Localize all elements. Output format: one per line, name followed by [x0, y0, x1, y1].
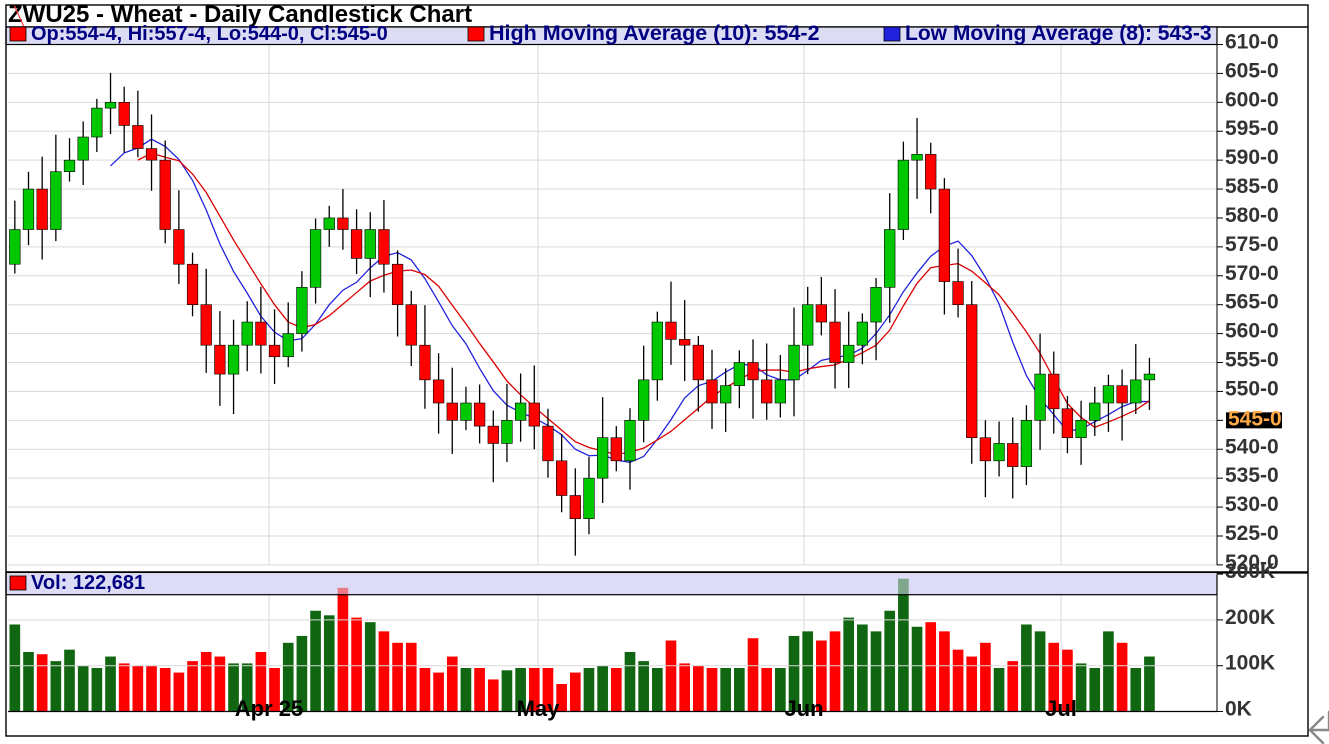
svg-text:540-0: 540-0 [1225, 435, 1279, 458]
svg-text:575-0: 575-0 [1225, 233, 1279, 256]
svg-text:590-0: 590-0 [1225, 146, 1279, 169]
svg-text:525-0: 525-0 [1225, 522, 1279, 545]
svg-text:200K: 200K [1225, 606, 1275, 629]
svg-text:585-0: 585-0 [1225, 175, 1279, 198]
svg-text:570-0: 570-0 [1225, 262, 1279, 285]
svg-text:560-0: 560-0 [1225, 320, 1279, 343]
svg-text:Vol: 122,681: Vol: 122,681 [31, 572, 145, 594]
svg-text:565-0: 565-0 [1225, 291, 1279, 314]
svg-text:Jun: Jun [784, 696, 823, 721]
svg-text:555-0: 555-0 [1225, 349, 1279, 372]
svg-text:595-0: 595-0 [1225, 117, 1279, 140]
svg-text:Op:554-4, Hi:557-4, Lo:544-0,: Op:554-4, Hi:557-4, Lo:544-0, Cl:545-0 [31, 23, 388, 45]
svg-text:530-0: 530-0 [1225, 493, 1279, 516]
svg-text:580-0: 580-0 [1225, 204, 1279, 227]
svg-text:May: May [517, 696, 561, 721]
svg-text:0K: 0K [1225, 698, 1252, 721]
svg-text:Low Moving Average (8): 543-3: Low Moving Average (8): 543-3 [905, 22, 1212, 45]
svg-text:100K: 100K [1225, 652, 1275, 675]
svg-text:Jul: Jul [1045, 696, 1077, 721]
svg-text:300K: 300K [1225, 560, 1275, 583]
svg-text:535-0: 535-0 [1225, 464, 1279, 487]
svg-text:605-0: 605-0 [1225, 59, 1279, 82]
svg-text:600-0: 600-0 [1225, 88, 1279, 111]
svg-text:550-0: 550-0 [1225, 377, 1279, 400]
svg-text:545-0: 545-0 [1228, 407, 1282, 430]
svg-text:610-0: 610-0 [1225, 31, 1279, 54]
svg-text:High Moving Average (10): 554-: High Moving Average (10): 554-2 [489, 21, 820, 45]
svg-text:Apr 25: Apr 25 [235, 696, 303, 721]
